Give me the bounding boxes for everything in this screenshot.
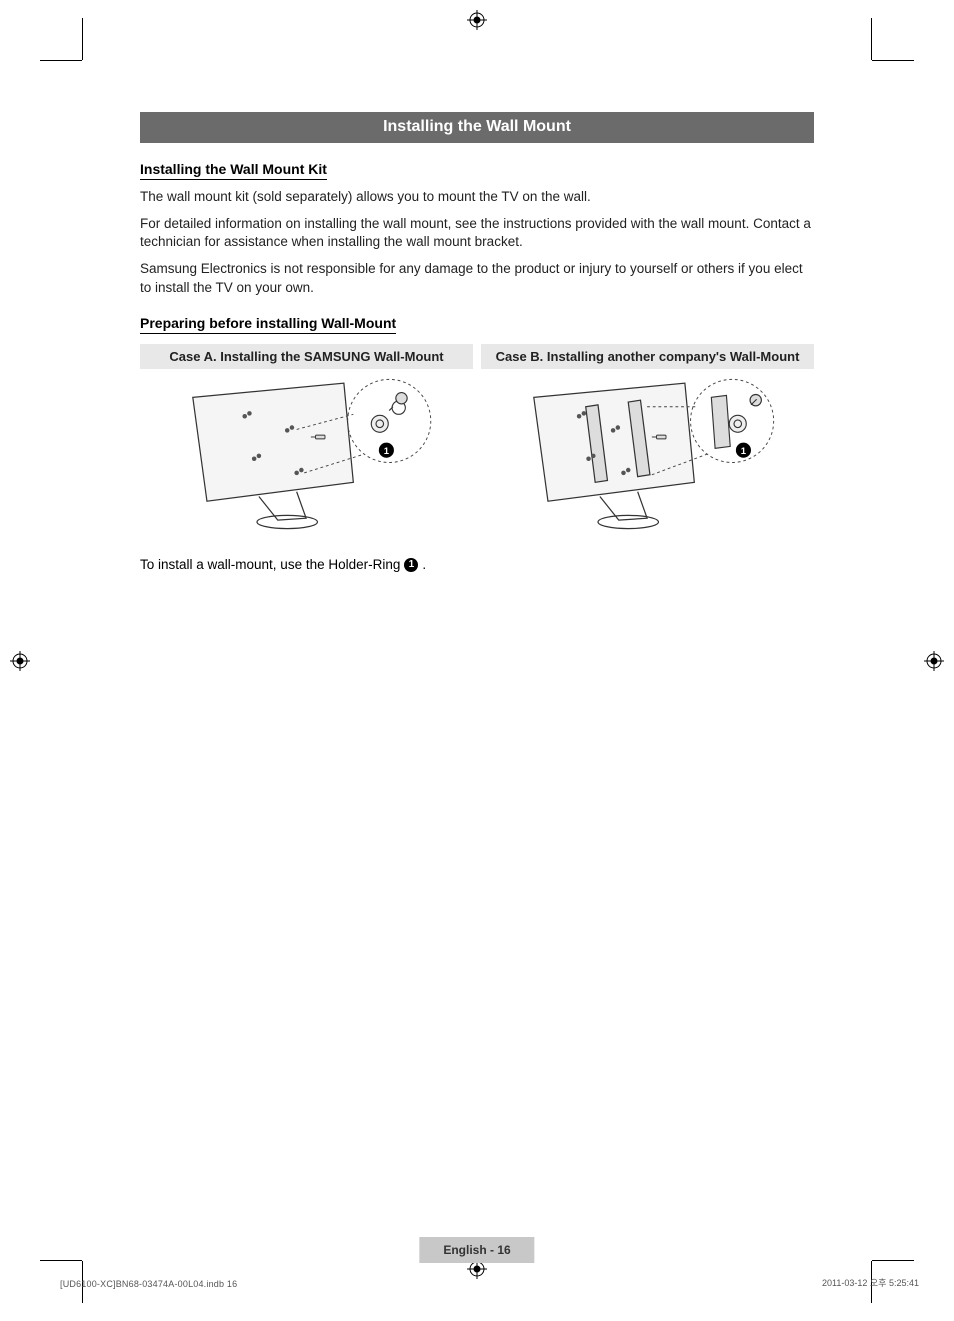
case-a: Case A. Installing the SAMSUNG Wall-Moun… xyxy=(140,344,473,539)
page: Installing the Wall Mount Installing the… xyxy=(0,0,954,1321)
registration-mark-icon xyxy=(467,10,487,30)
registration-mark-icon xyxy=(924,651,944,671)
footer-filename: [UD6100-XC]BN68-03474A-00L04.indb 16 xyxy=(60,1279,237,1289)
case-b-heading: Case B. Installing another company's Wal… xyxy=(481,344,814,369)
holder-text-post: . xyxy=(422,557,426,572)
case-a-heading: Case A. Installing the SAMSUNG Wall-Moun… xyxy=(140,344,473,369)
crop-mark xyxy=(871,18,872,60)
crop-mark xyxy=(82,18,83,60)
registration-mark-icon xyxy=(10,651,30,671)
section-heading-kit: Installing the Wall Mount Kit xyxy=(140,161,327,180)
paragraph: For detailed information on installing t… xyxy=(140,215,814,252)
page-footer-badge: English - 16 xyxy=(419,1237,534,1263)
crop-mark xyxy=(872,60,914,61)
holder-text-pre: To install a wall-mount, use the Holder-… xyxy=(140,557,400,572)
content-area: Installing the Wall Mount Installing the… xyxy=(140,112,814,572)
paragraph: Samsung Electronics is not responsible f… xyxy=(140,260,814,297)
case-b-diagram: 1 xyxy=(481,369,814,539)
case-a-diagram: 1 xyxy=(140,369,473,539)
crop-mark xyxy=(40,1260,82,1261)
crop-mark xyxy=(872,1260,914,1261)
page-title: Installing the Wall Mount xyxy=(140,112,814,143)
callout-number: 1 xyxy=(384,446,389,457)
footer-timestamp: 2011-03-12 오후 5:25:41 xyxy=(822,1276,919,1289)
holder-ring-instruction: To install a wall-mount, use the Holder-… xyxy=(140,557,814,572)
callout-number: 1 xyxy=(741,446,746,457)
case-row: Case A. Installing the SAMSUNG Wall-Moun… xyxy=(140,344,814,539)
crop-mark xyxy=(40,60,82,61)
paragraph: The wall mount kit (sold separately) all… xyxy=(140,188,814,207)
circled-1-icon: 1 xyxy=(404,558,418,572)
case-b: Case B. Installing another company's Wal… xyxy=(481,344,814,539)
section-heading-prepare: Preparing before installing Wall-Mount xyxy=(140,315,396,334)
